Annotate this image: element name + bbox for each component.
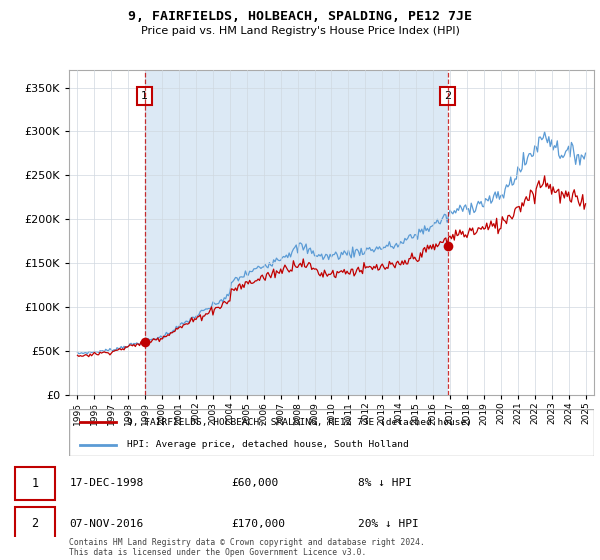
- Text: Price paid vs. HM Land Registry's House Price Index (HPI): Price paid vs. HM Land Registry's House …: [140, 26, 460, 36]
- Text: 1: 1: [141, 91, 148, 101]
- Text: 1: 1: [31, 477, 38, 489]
- Text: Contains HM Land Registry data © Crown copyright and database right 2024.
This d: Contains HM Land Registry data © Crown c…: [69, 538, 425, 557]
- Text: £170,000: £170,000: [231, 519, 285, 529]
- Text: 2: 2: [31, 517, 38, 530]
- Text: 8% ↓ HPI: 8% ↓ HPI: [358, 478, 412, 488]
- Bar: [15, 507, 55, 540]
- Text: 17-DEC-1998: 17-DEC-1998: [70, 478, 144, 488]
- Text: 07-NOV-2016: 07-NOV-2016: [70, 519, 144, 529]
- Text: HPI: Average price, detached house, South Holland: HPI: Average price, detached house, Sout…: [127, 440, 409, 449]
- Text: 20% ↓ HPI: 20% ↓ HPI: [358, 519, 418, 529]
- Text: £60,000: £60,000: [231, 478, 278, 488]
- Text: 9, FAIRFIELDS, HOLBEACH, SPALDING, PE12 7JE (detached house): 9, FAIRFIELDS, HOLBEACH, SPALDING, PE12 …: [127, 418, 472, 427]
- Text: 9, FAIRFIELDS, HOLBEACH, SPALDING, PE12 7JE: 9, FAIRFIELDS, HOLBEACH, SPALDING, PE12 …: [128, 10, 472, 23]
- Bar: [15, 466, 55, 500]
- Text: 2: 2: [444, 91, 451, 101]
- Bar: [145, 70, 448, 395]
